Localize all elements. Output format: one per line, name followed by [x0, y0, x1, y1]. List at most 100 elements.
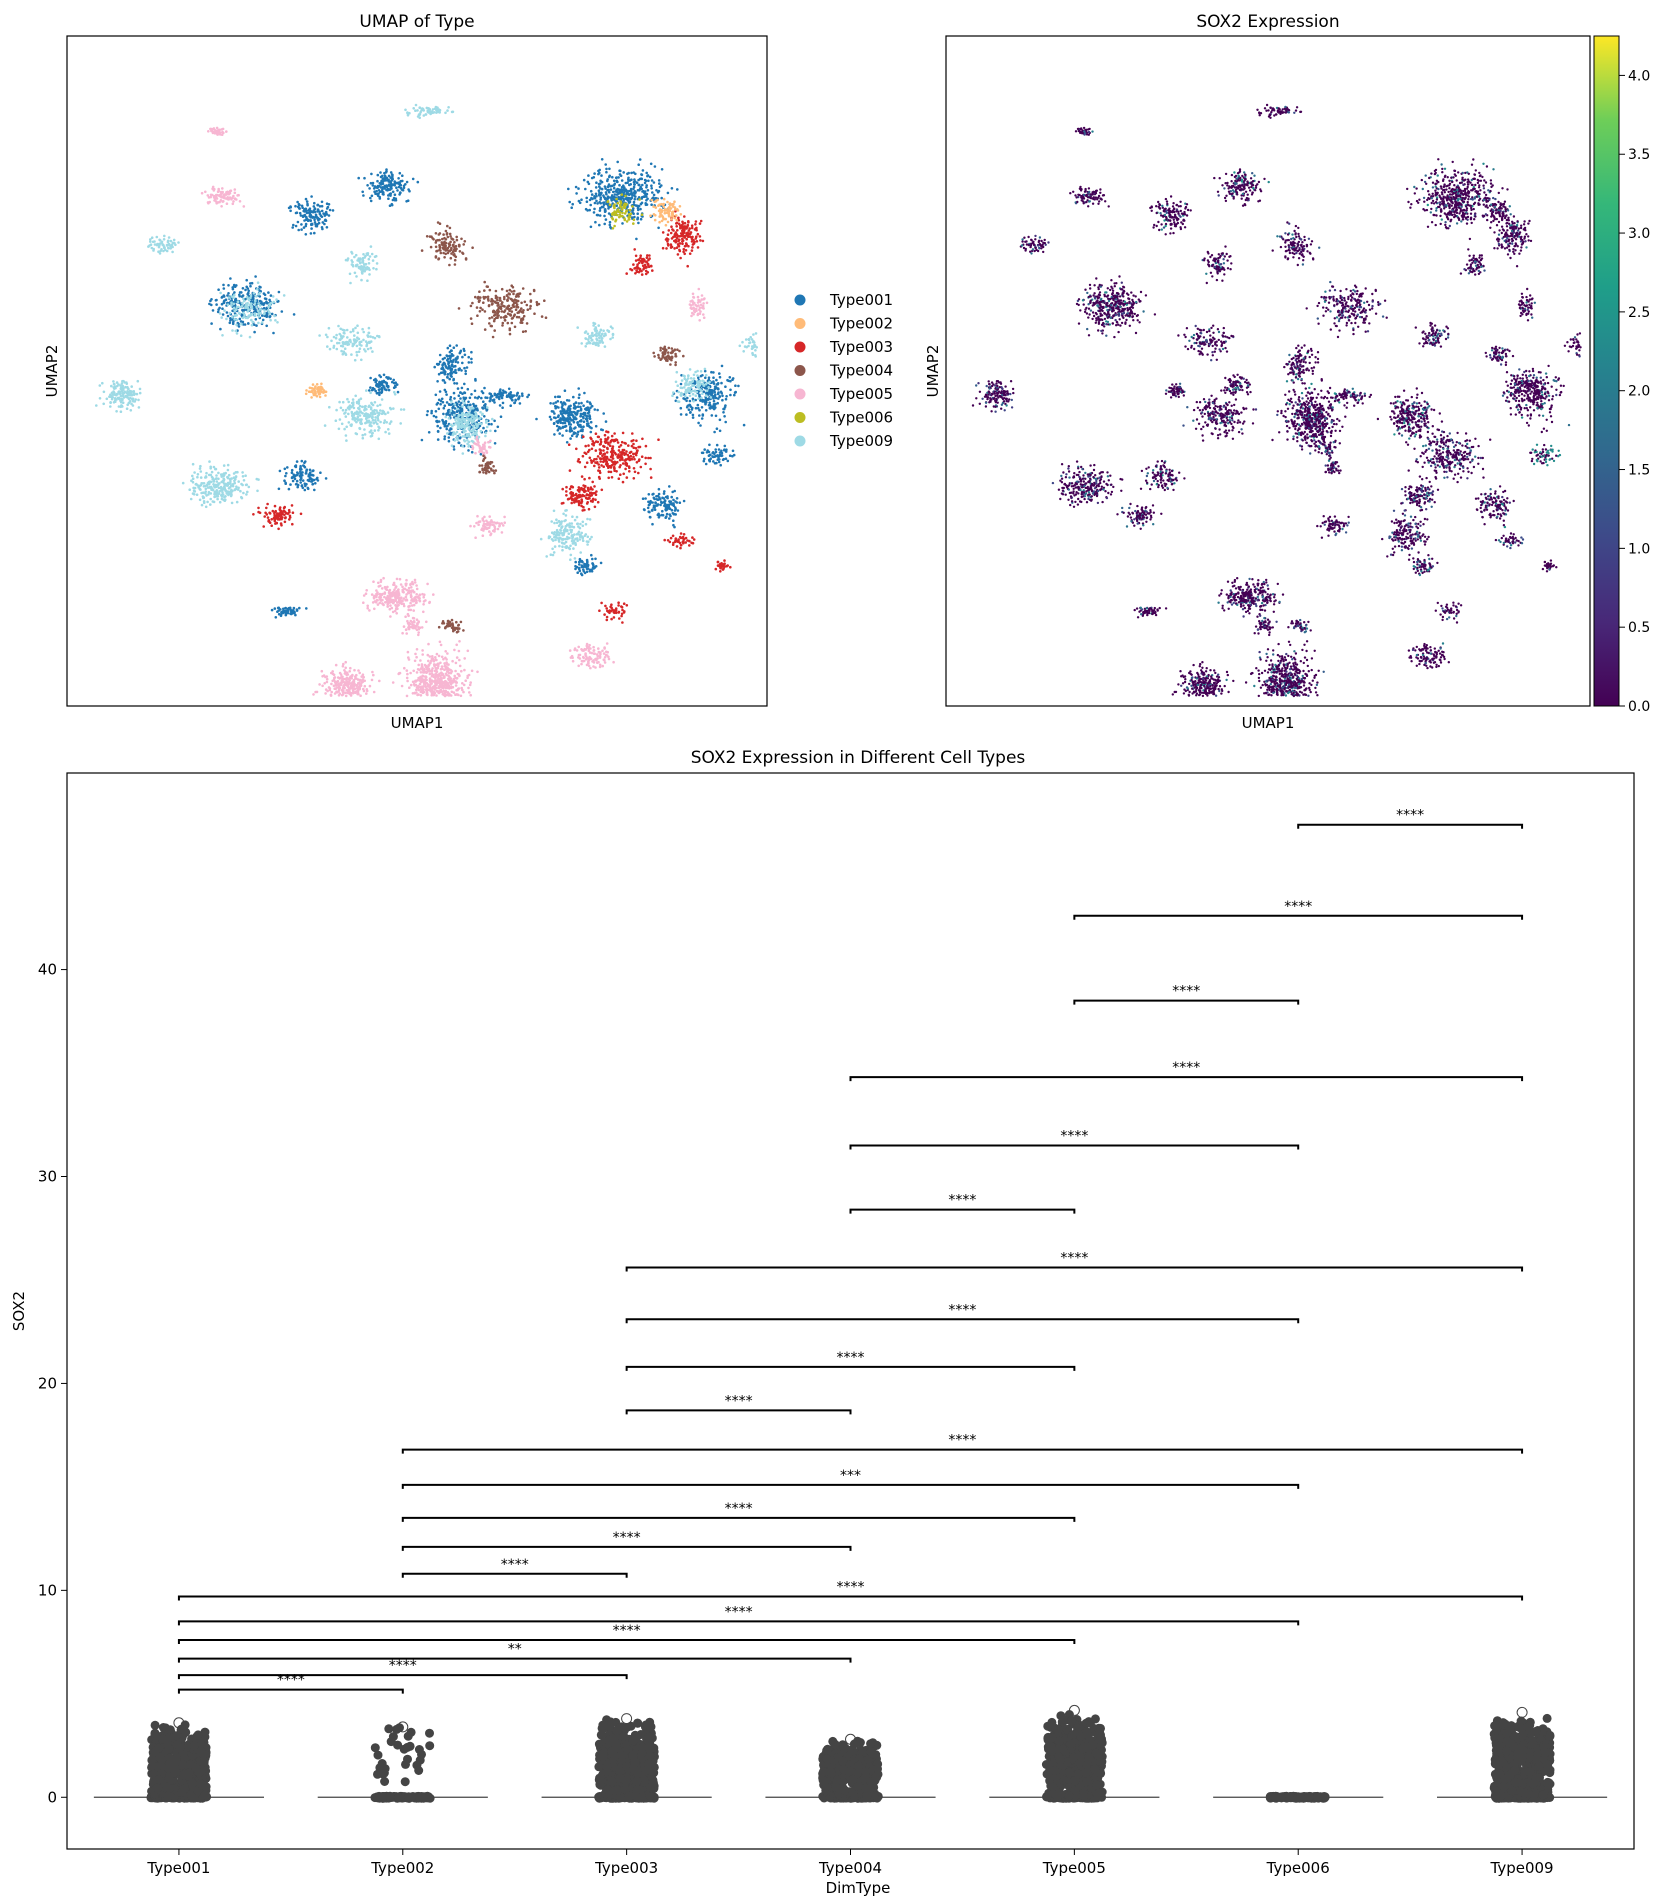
umap-type-point — [241, 287, 245, 290]
umap-type-point — [704, 462, 708, 466]
umap-type-point — [598, 214, 602, 217]
umap-type-point — [162, 246, 166, 249]
umap-type-point — [669, 356, 673, 360]
umap-type-point — [515, 305, 518, 309]
umap-type-point — [466, 439, 469, 442]
umap-type-point — [594, 565, 598, 568]
umap-type-point — [686, 231, 689, 235]
umap-type-point — [222, 498, 225, 502]
umap-type-point — [387, 197, 390, 200]
umap-type-point — [212, 480, 216, 483]
umap-type-point — [698, 235, 702, 238]
umap-type-point — [574, 426, 577, 429]
umap-type-point — [383, 419, 387, 422]
umap-type-point — [556, 421, 560, 425]
umap-type-point — [679, 546, 682, 550]
umap-type-point — [696, 232, 700, 236]
umap-type-point — [666, 495, 669, 498]
umap-type-point — [309, 473, 313, 477]
umap-type-point — [370, 402, 374, 406]
umap-type-point — [523, 300, 527, 304]
umap-type-point — [343, 427, 346, 431]
umap-type-point — [674, 240, 678, 243]
umap-type-point — [370, 172, 373, 176]
umap-type-point — [616, 441, 620, 444]
umap-type-point — [579, 522, 582, 526]
umap-type-point — [630, 216, 634, 219]
umap-type-point — [699, 388, 702, 391]
umap-type-point — [666, 240, 669, 243]
umap-type-point — [574, 493, 577, 497]
umap-type-point — [229, 277, 232, 280]
umap-type-point — [561, 548, 564, 552]
umap-type-point — [320, 204, 324, 208]
umap-type-point — [670, 245, 674, 249]
umap-type-point — [499, 307, 503, 311]
umap-type-point — [153, 240, 156, 243]
umap-type-point — [258, 307, 262, 311]
umap-type-point — [309, 471, 312, 474]
umap-type-point — [221, 491, 224, 494]
umap-type-point — [462, 430, 466, 434]
umap-type-point — [233, 293, 236, 297]
umap-type-point — [593, 172, 596, 175]
umap-type-point — [323, 222, 326, 226]
umap-type-point — [675, 218, 678, 222]
umap-type-point — [461, 251, 464, 255]
umap-type-point — [589, 420, 593, 424]
umap-type-point — [715, 378, 718, 382]
umap-type-point — [691, 246, 694, 249]
umap-type-point — [358, 260, 361, 263]
umap-type-point — [346, 259, 349, 262]
umap-type-point — [451, 433, 455, 437]
umap-type-point — [565, 410, 568, 413]
umap-type-point — [668, 209, 672, 213]
umap-type-point — [449, 409, 453, 413]
umap-type-point — [593, 458, 596, 461]
umap-type-point — [441, 366, 444, 370]
umap-type-point — [599, 460, 602, 463]
umap-type-point — [441, 400, 445, 404]
umap-type-point — [688, 403, 692, 407]
umap-type-point — [448, 413, 451, 417]
umap-type-point — [654, 206, 658, 209]
umap-type-point — [435, 239, 438, 242]
umap-type-point — [633, 203, 636, 207]
umap-type-point — [644, 444, 648, 448]
umap-type-point — [401, 174, 404, 177]
umap-type-point — [681, 227, 685, 231]
umap-type-point — [598, 443, 602, 446]
umap-type-point — [327, 214, 331, 217]
umap-type-point — [385, 188, 388, 192]
umap-type-point — [641, 497, 645, 501]
umap-type-point — [269, 294, 273, 297]
umap-type-point — [436, 380, 439, 383]
umap-type-point — [664, 508, 667, 511]
umap-type-point — [455, 235, 459, 239]
umap-type-point — [241, 304, 244, 308]
umap-type-point — [223, 473, 226, 477]
umap-type-point — [605, 170, 608, 174]
umap-type-point — [603, 196, 606, 199]
umap-type-point — [602, 460, 605, 464]
umap-type-point — [647, 503, 651, 507]
umap-type-point — [669, 207, 673, 210]
umap-type-point — [510, 398, 514, 402]
umap-type-point — [468, 425, 471, 429]
umap-type-point — [738, 344, 742, 348]
umap-type-point — [661, 246, 665, 250]
umap-type-point — [577, 503, 581, 507]
umap-type-point — [606, 462, 609, 466]
umap-type-point — [285, 472, 288, 475]
umap-type-point — [588, 198, 592, 202]
umap-type-point — [561, 545, 564, 548]
umap-type-point — [666, 200, 669, 204]
umap-type-point — [383, 174, 387, 178]
umap-type-point — [667, 229, 671, 232]
umap-type-point — [436, 363, 440, 366]
umap-type-point — [435, 403, 439, 406]
umap-type-point — [484, 434, 487, 438]
umap-type-point — [559, 410, 562, 413]
umap-type-point — [604, 420, 608, 423]
umap-type-point — [274, 522, 277, 525]
